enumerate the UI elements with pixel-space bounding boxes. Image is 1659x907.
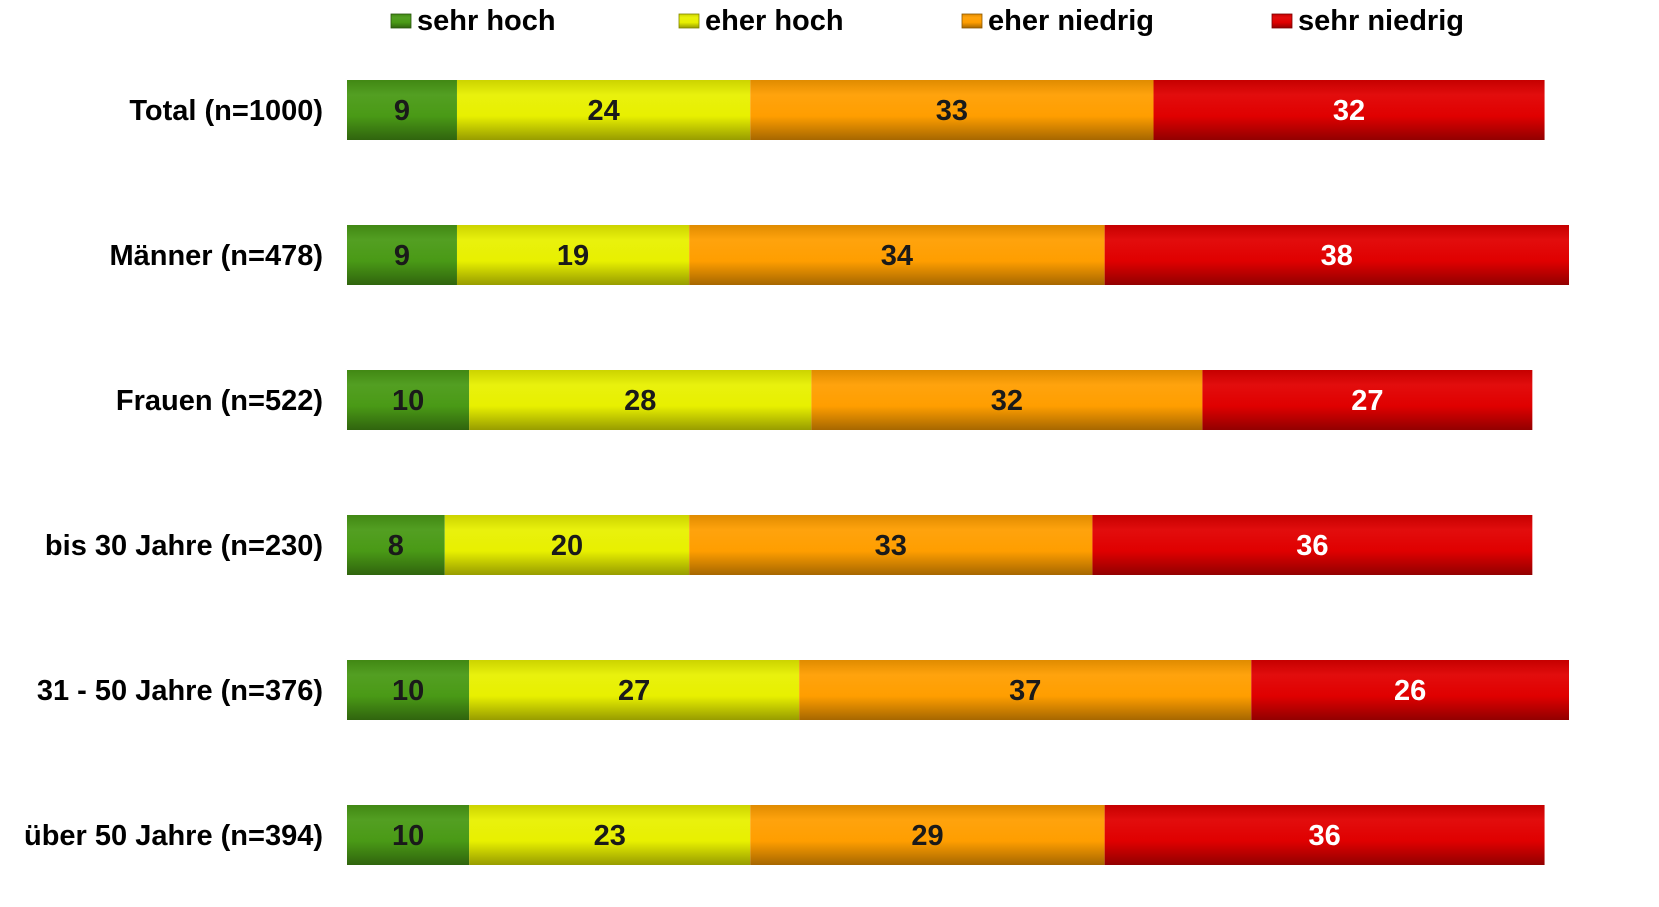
legend-swatch-sehr-niedrig <box>1271 13 1293 29</box>
data-label-sehr-niedrig: 27 <box>1351 385 1383 417</box>
data-label-sehr-niedrig: 26 <box>1394 675 1426 707</box>
chart-legend: sehr hoch eher hoch eher niedrig sehr niedr… <box>390 5 1464 37</box>
category-label: Männer (n=478) <box>109 240 323 272</box>
data-label-eher-hoch: 23 <box>594 820 626 852</box>
bar-segment-eher-hoch <box>456 80 751 140</box>
bar-segment-sehr-niedrig <box>1202 370 1533 430</box>
legend-item-sehr-hoch: sehr hoch <box>390 5 556 37</box>
bar-segment-eher-hoch <box>456 225 690 285</box>
data-label-eher-niedrig: 33 <box>875 530 907 562</box>
category-label: über 50 Jahre (n=394) <box>24 820 323 852</box>
legend-item-eher-hoch: eher hoch <box>678 5 844 37</box>
data-label-eher-niedrig: 29 <box>911 820 943 852</box>
bar-segment-eher-hoch <box>469 805 751 865</box>
bar-segment-sehr-niedrig <box>1104 805 1545 865</box>
data-label-eher-niedrig: 37 <box>1009 675 1041 707</box>
bar-segment-sehr-hoch <box>347 80 457 140</box>
data-label-sehr-niedrig: 36 <box>1296 530 1328 562</box>
data-label-eher-hoch: 27 <box>618 675 650 707</box>
data-label-sehr-hoch: 10 <box>392 675 424 707</box>
bar-segment-sehr-niedrig <box>1104 225 1569 285</box>
data-label-eher-niedrig: 32 <box>991 385 1023 417</box>
legend-swatch-sehr-hoch <box>390 13 412 29</box>
data-label-eher-hoch: 19 <box>557 240 589 272</box>
bar-segment-eher-niedrig <box>689 515 1093 575</box>
bar-segment-eher-niedrig <box>799 660 1252 720</box>
bar-row-ueber-50-jahre-n-394: über 50 Jahre (n=394) 10 23 29 36 <box>24 805 1545 865</box>
bar-segment-eher-hoch <box>444 515 690 575</box>
data-label-sehr-hoch: 9 <box>394 95 410 127</box>
bar-segment-sehr-niedrig <box>1251 660 1569 720</box>
data-label-eher-hoch: 28 <box>624 385 656 417</box>
data-label-sehr-hoch: 9 <box>394 240 410 272</box>
category-label: bis 30 Jahre (n=230) <box>45 530 323 562</box>
data-label-sehr-niedrig: 38 <box>1321 240 1353 272</box>
chart-rows: Total (n=1000) 9 24 33 32 Männer (n=478) 9 19 34… <box>24 80 1569 865</box>
bar-row-31-50-jahre-n-376: 31 - 50 Jahre (n=376) 10 27 37 26 <box>37 660 1569 720</box>
category-label: Total (n=1000) <box>129 95 323 127</box>
bar-segment-eher-hoch <box>469 370 812 430</box>
bar-segment-sehr-hoch <box>347 515 445 575</box>
data-label-sehr-niedrig: 36 <box>1308 820 1340 852</box>
legend-item-eher-niedrig: eher niedrig <box>961 5 1154 37</box>
legend-swatch-eher-hoch <box>678 13 700 29</box>
data-label-eher-niedrig: 34 <box>881 240 913 272</box>
bar-segment-eher-niedrig <box>689 225 1105 285</box>
category-label: 31 - 50 Jahre (n=376) <box>37 675 323 707</box>
data-label-sehr-hoch: 10 <box>392 385 424 417</box>
bar-segment-eher-niedrig <box>750 805 1105 865</box>
legend-label-sehr-niedrig: sehr niedrig <box>1298 5 1464 37</box>
legend-label-eher-niedrig: eher niedrig <box>988 5 1154 37</box>
data-label-sehr-hoch: 10 <box>392 820 424 852</box>
bar-segment-eher-niedrig <box>750 80 1154 140</box>
bar-row-total-n-1000: Total (n=1000) 9 24 33 32 <box>129 80 1545 140</box>
legend-item-sehr-niedrig: sehr niedrig <box>1271 5 1464 37</box>
data-label-sehr-niedrig: 32 <box>1333 95 1365 127</box>
bar-segment-eher-hoch <box>469 660 800 720</box>
bar-segment-eher-niedrig <box>811 370 1203 430</box>
data-label-eher-niedrig: 33 <box>936 95 968 127</box>
category-label: Frauen (n=522) <box>116 385 323 417</box>
bar-segment-sehr-hoch <box>347 225 457 285</box>
legend-label-eher-hoch: eher hoch <box>705 5 844 37</box>
data-label-eher-hoch: 20 <box>551 530 583 562</box>
bar-segment-sehr-niedrig <box>1153 80 1545 140</box>
bar-segment-sehr-hoch <box>347 660 470 720</box>
bar-segment-sehr-niedrig <box>1092 515 1533 575</box>
bar-row-bis-30-jahre-n-230: bis 30 Jahre (n=230) 8 20 33 36 <box>45 515 1533 575</box>
bar-row-frauen-n-522: Frauen (n=522) 10 28 32 27 <box>116 370 1533 430</box>
data-label-eher-hoch: 24 <box>587 95 619 127</box>
bar-row-maenner-n-478: Männer (n=478) 9 19 34 38 <box>109 225 1569 285</box>
legend-swatch-eher-niedrig <box>961 13 983 29</box>
bar-segment-sehr-hoch <box>347 805 470 865</box>
data-label-sehr-hoch: 8 <box>388 530 404 562</box>
legend-label-sehr-hoch: sehr hoch <box>417 5 556 37</box>
bar-segment-sehr-hoch <box>347 370 470 430</box>
